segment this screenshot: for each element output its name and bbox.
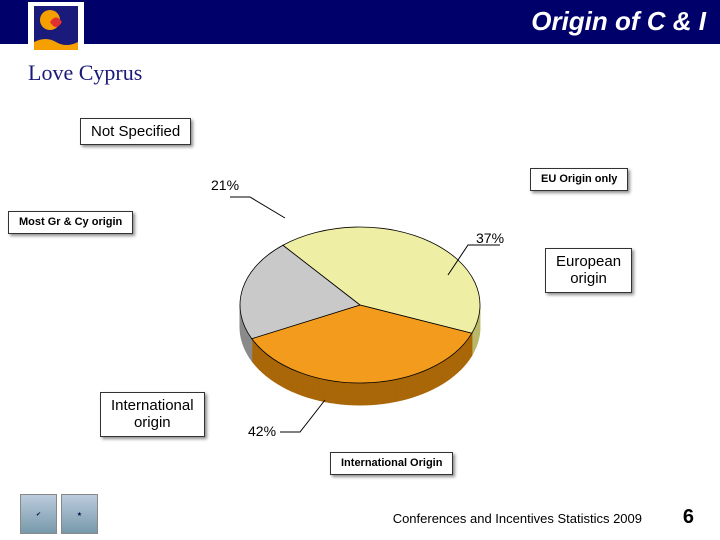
label-international-origin: International origin (100, 392, 205, 437)
label-eu-only: EU Origin only (530, 168, 628, 191)
slide-root: Origin of C & I Love Cyprus Not Specifie… (0, 0, 720, 540)
footer-text: Conferences and Incentives Statistics 20… (393, 511, 642, 526)
pie-chart (230, 185, 490, 445)
pct-not-specified: 21% (211, 177, 239, 193)
love-cyprus-text: Love Cyprus (28, 60, 148, 86)
label-not-specified: Not Specified (80, 118, 191, 145)
page-number: 6 (683, 506, 694, 529)
sun-heart-icon (28, 2, 84, 58)
label-intl-origin-sub: International Origin (330, 452, 453, 475)
badge-icon: ★ (61, 494, 98, 534)
pct-international: 42% (248, 423, 276, 439)
slide-title: Origin of C & I (531, 6, 706, 37)
label-european-origin: European origin (545, 248, 632, 293)
pct-european: 37% (476, 230, 504, 246)
love-cyprus-logo: Love Cyprus (28, 2, 148, 90)
label-most-gr-cy: Most Gr & Cy origin (8, 211, 133, 234)
badge-icon: ✔ (20, 494, 57, 534)
footer-badges: ✔ ★ (20, 494, 98, 534)
